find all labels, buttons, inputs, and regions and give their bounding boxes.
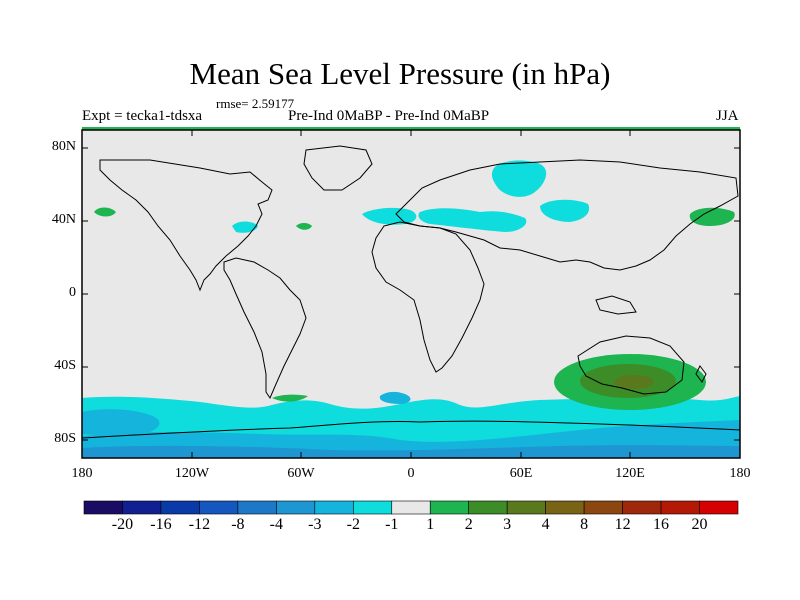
eurasia-outline bbox=[395, 159, 739, 271]
colorbar-swatch bbox=[545, 500, 585, 515]
colorbar-swatch bbox=[160, 500, 200, 515]
colorbar-swatch bbox=[391, 500, 431, 515]
colorbar bbox=[83, 500, 739, 515]
colorbar-swatch bbox=[83, 500, 123, 515]
x-ticks bbox=[81, 130, 741, 458]
south-america-outline bbox=[223, 257, 307, 400]
australia-pressure-anomaly bbox=[554, 354, 706, 410]
colorbar-swatch bbox=[199, 500, 239, 515]
colorbar-label: 4 bbox=[541, 516, 550, 533]
colorbar-label: 8 bbox=[580, 516, 589, 533]
x-label-0: 0 bbox=[407, 466, 415, 481]
y-label-80n: 80N bbox=[51, 139, 76, 154]
north-america-outline bbox=[99, 159, 273, 292]
map-title: Mean Sea Level Pressure (in hPa) bbox=[189, 56, 611, 91]
y-label-40n: 40N bbox=[51, 212, 76, 227]
colorbar-label: 16 bbox=[653, 516, 670, 533]
colorbar-swatch bbox=[352, 500, 393, 515]
colorbar-label: -2 bbox=[346, 516, 360, 533]
colorbar-swatch bbox=[699, 500, 739, 515]
x-label-60w: 60W bbox=[287, 466, 315, 481]
indonesia-outline bbox=[595, 295, 637, 315]
colorbar-swatch bbox=[314, 500, 354, 515]
colorbar-label: -20 bbox=[111, 516, 134, 533]
colorbar-label: 2 bbox=[464, 516, 473, 533]
australia-outline bbox=[577, 335, 685, 395]
colorbar-label: -4 bbox=[269, 516, 283, 533]
y-ticks bbox=[82, 147, 740, 441]
new-zealand-outline bbox=[695, 365, 707, 383]
top-anomaly-strip bbox=[82, 127, 740, 130]
colorbar-swatch bbox=[122, 500, 162, 515]
y-label-40s: 40S bbox=[54, 358, 76, 373]
colorbar-swatch bbox=[468, 500, 508, 515]
colorbar-label: -12 bbox=[188, 516, 211, 533]
colorbar-swatch bbox=[583, 500, 623, 515]
x-label-120w: 120W bbox=[174, 466, 210, 481]
colorbar-swatch bbox=[660, 500, 700, 515]
northern-anomalies bbox=[94, 160, 735, 233]
y-label-80s: 80S bbox=[54, 431, 76, 446]
colorbar-label: -16 bbox=[150, 516, 172, 533]
experiment-label: Expt = tecka1-tdsxa bbox=[82, 108, 203, 124]
rmse-label: rmse= 2.59177 bbox=[216, 96, 295, 111]
coastlines bbox=[81, 145, 741, 439]
colorbar-label: -1 bbox=[385, 516, 399, 533]
season-label: JJA bbox=[716, 108, 739, 124]
x-label-180e: 180 bbox=[729, 466, 751, 481]
y-label-0: 0 bbox=[69, 285, 76, 300]
southern-ocean-anomaly bbox=[82, 391, 740, 458]
colorbar-swatch bbox=[622, 500, 662, 515]
colorbar-label: 3 bbox=[503, 516, 512, 533]
x-label-60e: 60E bbox=[509, 466, 533, 481]
colorbar-label: -8 bbox=[231, 516, 245, 533]
colorbar-swatch bbox=[429, 500, 470, 515]
colorbar-swatch bbox=[276, 500, 316, 515]
colorbar-label: 20 bbox=[691, 516, 708, 533]
comparison-label: Pre-Ind 0MaBP - Pre-Ind 0MaBP bbox=[288, 108, 490, 124]
africa-outline bbox=[371, 221, 485, 373]
colorbar-swatch bbox=[506, 500, 546, 515]
colorbar-label: 12 bbox=[614, 516, 631, 533]
colorbar-label: -3 bbox=[308, 516, 322, 533]
greenland-outline bbox=[303, 145, 373, 191]
x-label-180w: 180 bbox=[71, 466, 93, 481]
colorbar-label: 1 bbox=[426, 516, 435, 533]
colorbar-swatch bbox=[237, 500, 277, 515]
antarctica-outline bbox=[81, 420, 741, 439]
x-label-120e: 120E bbox=[615, 466, 645, 481]
